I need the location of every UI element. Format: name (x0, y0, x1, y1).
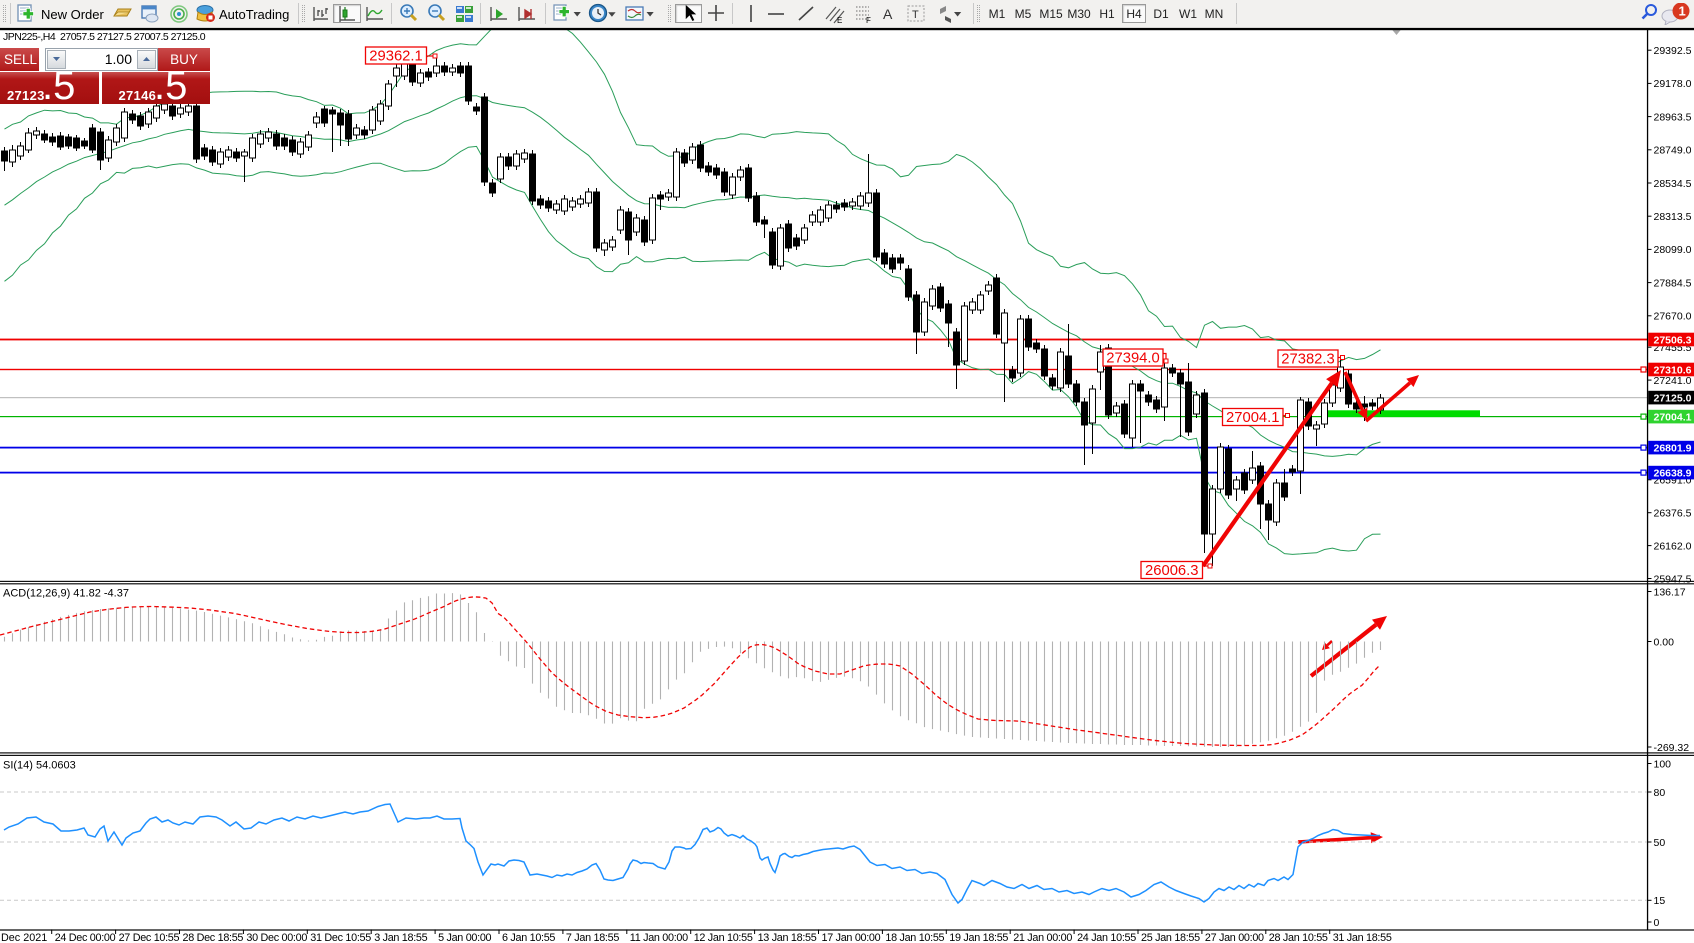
svg-text:E: E (837, 16, 842, 25)
svg-text:25947.5: 25947.5 (1654, 573, 1692, 585)
svg-text:11 Jan 00:00: 11 Jan 00:00 (630, 932, 688, 943)
svg-text:0: 0 (1654, 917, 1660, 929)
svg-text:26638.9: 26638.9 (1654, 467, 1692, 479)
svg-text:27125.0: 27125.0 (1654, 392, 1692, 404)
svg-text:5 Jan 00:00: 5 Jan 00:00 (438, 932, 491, 943)
svg-text:27 Jan 00:00: 27 Jan 00:00 (1205, 932, 1264, 943)
svg-text:100: 100 (1654, 758, 1672, 770)
svg-text:26162.0: 26162.0 (1654, 540, 1692, 552)
svg-text:29362.1: 29362.1 (369, 49, 423, 65)
svg-text:28 Jan 10:55: 28 Jan 10:55 (1269, 932, 1328, 943)
svg-text:50: 50 (1654, 837, 1666, 849)
svg-text:27670.0: 27670.0 (1654, 311, 1692, 323)
svg-text:21 Jan 00:00: 21 Jan 00:00 (1013, 932, 1072, 943)
svg-text:27241.0: 27241.0 (1654, 375, 1692, 387)
svg-text:15: 15 (1654, 895, 1666, 907)
svg-text:1: 1 (1679, 4, 1686, 19)
svg-text:26006.3: 26006.3 (1145, 563, 1199, 579)
svg-text:30 Dec 00:00: 30 Dec 00:00 (246, 932, 307, 943)
svg-text:27394.0: 27394.0 (1106, 351, 1160, 367)
svg-text:28963.5: 28963.5 (1654, 111, 1692, 123)
svg-text:17 Jan 00:00: 17 Jan 00:00 (822, 932, 881, 943)
svg-text:6 Jan 10:55: 6 Jan 10:55 (502, 932, 555, 943)
svg-text:28313.5: 28313.5 (1654, 211, 1692, 223)
svg-text:-269.32: -269.32 (1654, 742, 1690, 754)
svg-text:25 Jan 18:55: 25 Jan 18:55 (1141, 932, 1200, 943)
svg-text:13 Jan 18:55: 13 Jan 18:55 (758, 932, 817, 943)
svg-text:0.00: 0.00 (1654, 636, 1675, 648)
svg-text:Dec 2021: Dec 2021 (1, 932, 47, 943)
svg-text:27004.1: 27004.1 (1654, 411, 1692, 423)
svg-text:28749.0: 28749.0 (1654, 145, 1692, 157)
svg-text:27004.1: 27004.1 (1226, 410, 1280, 426)
svg-text:27 Dec 10:55: 27 Dec 10:55 (119, 932, 180, 943)
svg-text:26801.9: 26801.9 (1654, 442, 1692, 454)
svg-text:27310.6: 27310.6 (1654, 364, 1692, 376)
svg-text:29392.5: 29392.5 (1654, 45, 1692, 57)
svg-text:29178.0: 29178.0 (1654, 78, 1692, 90)
svg-text:19 Jan 18:55: 19 Jan 18:55 (949, 932, 1008, 943)
svg-text:24 Dec 00:00: 24 Dec 00:00 (55, 932, 116, 943)
svg-text:27382.3: 27382.3 (1281, 352, 1335, 368)
svg-text:26376.5: 26376.5 (1654, 508, 1692, 520)
svg-text:T: T (912, 9, 919, 21)
svg-text:28534.5: 28534.5 (1654, 178, 1692, 190)
svg-text:F: F (866, 16, 871, 25)
svg-text:136.17: 136.17 (1654, 586, 1686, 598)
svg-text:3 Jan 18:55: 3 Jan 18:55 (374, 932, 427, 943)
svg-text:24 Jan 10:55: 24 Jan 10:55 (1077, 932, 1136, 943)
svg-text:SI(14) 54.0603: SI(14) 54.0603 (3, 760, 76, 772)
svg-text:28 Dec 18:55: 28 Dec 18:55 (183, 932, 244, 943)
svg-text:18 Jan 10:55: 18 Jan 10:55 (885, 932, 944, 943)
svg-text:27884.5: 27884.5 (1654, 277, 1692, 289)
svg-text:28099.0: 28099.0 (1654, 244, 1692, 256)
svg-text:ACD(12,26,9) 41.82 -4.37: ACD(12,26,9) 41.82 -4.37 (3, 588, 129, 600)
svg-text:27506.3: 27506.3 (1654, 334, 1692, 346)
svg-text:80: 80 (1654, 787, 1666, 799)
svg-text:31 Jan 18:55: 31 Jan 18:55 (1333, 932, 1392, 943)
svg-text:12 Jan 10:55: 12 Jan 10:55 (694, 932, 753, 943)
svg-text:31 Dec 10:55: 31 Dec 10:55 (310, 932, 371, 943)
svg-text:7 Jan 18:55: 7 Jan 18:55 (566, 932, 619, 943)
